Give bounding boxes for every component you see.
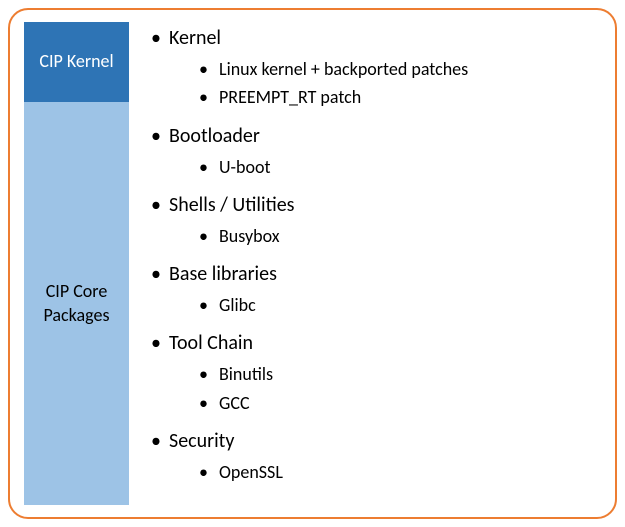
item-list: Linux kernel + backported patches PREEMP… bbox=[169, 57, 595, 110]
section-title: Shells / Utilities bbox=[169, 193, 295, 217]
list-item: PREEMPT_RT patch bbox=[169, 85, 595, 109]
section-title: Security bbox=[169, 429, 234, 453]
list-item: U-boot bbox=[169, 155, 595, 179]
cip-core-packages-box: CIP Core Packages bbox=[24, 102, 129, 505]
item-list: U-boot bbox=[169, 155, 595, 179]
list-item: Binutils bbox=[169, 362, 595, 386]
content-area: Kernel Linux kernel + backported patches… bbox=[147, 22, 595, 505]
item-list: OpenSSL bbox=[169, 460, 595, 484]
cip-core-packages-label: CIP Core Packages bbox=[28, 280, 125, 327]
list-item: GCC bbox=[169, 391, 595, 415]
section-title: Base libraries bbox=[169, 262, 277, 286]
section-list: Kernel Linux kernel + backported patches… bbox=[147, 26, 595, 484]
cip-kernel-box: CIP Kernel bbox=[24, 22, 129, 102]
list-item: Glibc bbox=[169, 293, 595, 317]
section-title: Bootloader bbox=[169, 124, 260, 148]
section-base-libraries: Base libraries Glibc bbox=[147, 262, 595, 317]
item-list: Busybox bbox=[169, 224, 595, 248]
section-title: Kernel bbox=[169, 26, 221, 50]
section-shells-utilities: Shells / Utilities Busybox bbox=[147, 193, 595, 248]
item-list: Binutils GCC bbox=[169, 362, 595, 415]
section-bootloader: Bootloader U-boot bbox=[147, 124, 595, 179]
section-tool-chain: Tool Chain Binutils GCC bbox=[147, 331, 595, 415]
section-security: Security OpenSSL bbox=[147, 429, 595, 484]
list-item: Linux kernel + backported patches bbox=[169, 57, 595, 81]
list-item: OpenSSL bbox=[169, 460, 595, 484]
item-list: Glibc bbox=[169, 293, 595, 317]
sidebar: CIP Kernel CIP Core Packages bbox=[24, 22, 129, 505]
diagram-container: CIP Kernel CIP Core Packages Kernel Linu… bbox=[8, 8, 617, 519]
section-kernel: Kernel Linux kernel + backported patches… bbox=[147, 26, 595, 110]
cip-kernel-label: CIP Kernel bbox=[39, 50, 113, 73]
section-title: Tool Chain bbox=[169, 331, 253, 355]
list-item: Busybox bbox=[169, 224, 595, 248]
